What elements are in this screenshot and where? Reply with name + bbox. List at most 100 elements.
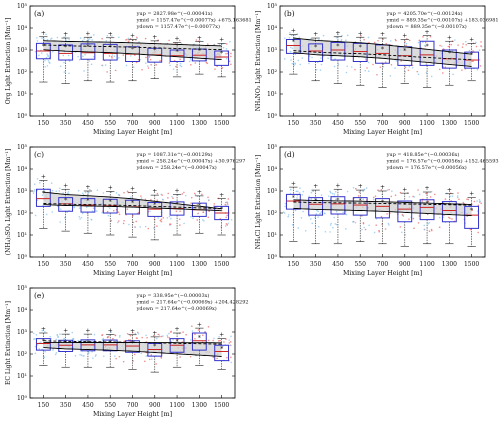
- box-1100: *+: [419, 185, 435, 245]
- y-tick-label: 10³: [267, 47, 278, 54]
- outlier-marker: +: [63, 327, 68, 334]
- scatter-point: [226, 201, 229, 204]
- outlier-marker: +: [41, 174, 46, 181]
- scatter-point: [111, 57, 113, 59]
- scatter-point: [86, 39, 88, 42]
- scatter-point: [179, 58, 181, 61]
- scatter-point: [93, 34, 95, 36]
- scatter-point: [112, 337, 114, 340]
- fit-line-mid: [293, 201, 472, 206]
- box-1300: *+: [191, 189, 207, 234]
- y-axis-label: NH₄NO₃ Light Extinction [Mm⁻¹]: [255, 11, 262, 111]
- scatter-point: [422, 36, 424, 38]
- scatter-point: [166, 336, 169, 338]
- outlier-marker: +: [175, 36, 180, 43]
- scatter-point: [117, 193, 120, 196]
- scatter-point: [399, 226, 402, 228]
- box-mean-marker: *: [64, 45, 67, 52]
- scatter-point: [477, 231, 479, 234]
- scatter-point: [168, 332, 170, 335]
- scatter-point: [102, 192, 105, 194]
- scatter-point: [478, 199, 481, 201]
- outlier-marker: +: [63, 182, 68, 189]
- scatter-point: [294, 63, 297, 65]
- box-body: [214, 50, 230, 66]
- scatter-point: [411, 67, 414, 69]
- box-1100: *+: [169, 36, 185, 78]
- scatter-point: [331, 192, 334, 195]
- box-mean-marker: *: [86, 340, 89, 347]
- scatter-point: [384, 228, 387, 230]
- scatter-point: [457, 192, 459, 194]
- scatter-point: [328, 195, 330, 197]
- scatter-point: [136, 37, 138, 40]
- y-tick-label: 10²: [17, 210, 28, 217]
- scatter-point: [364, 69, 367, 72]
- scatter-point: [145, 355, 148, 357]
- box-1300: *+: [441, 187, 457, 245]
- y-tick-label: 10¹: [267, 232, 277, 239]
- outlier-marker: +: [219, 37, 224, 44]
- x-tick-label: 350: [310, 120, 322, 127]
- outlier-marker: +: [197, 35, 202, 42]
- scatter-point: [462, 43, 464, 45]
- fit-equation: yup = 4205.70e^(−0.00124x): [386, 10, 463, 17]
- box-mean-marker: *: [176, 49, 179, 56]
- box-1500: *+: [464, 37, 480, 82]
- plot-area: *+*+*+*+*+*+*+*+*+: [34, 30, 232, 84]
- scatter-point: [127, 37, 130, 40]
- outlier-marker: +: [358, 30, 363, 37]
- scatter-point: [295, 190, 298, 193]
- scatter-point: [377, 39, 379, 42]
- scatter-point: [324, 230, 327, 233]
- scatter-point: [125, 64, 128, 67]
- scatter-point: [345, 71, 348, 74]
- scatter-point: [361, 228, 363, 231]
- scatter-point: [145, 56, 147, 59]
- scatter-point: [169, 331, 172, 333]
- scatter-point: [423, 44, 426, 47]
- scatter-point: [34, 214, 37, 217]
- x-axis-label: Mixing Layer Height [m]: [93, 411, 172, 418]
- scatter-point: [117, 221, 119, 224]
- box-mean-marker: *: [381, 46, 384, 53]
- scatter-point: [395, 60, 398, 62]
- y-tick-label: 10⁴: [17, 166, 28, 173]
- x-tick-label: 1500: [214, 120, 229, 127]
- scatter-point: [106, 336, 109, 339]
- scatter-point: [472, 50, 474, 52]
- scatter-point: [135, 337, 138, 339]
- scatter-point: [395, 39, 397, 42]
- x-tick-label: 700: [377, 261, 389, 268]
- scatter-point: [394, 67, 396, 69]
- scatter-point: [302, 190, 305, 193]
- scatter-point: [479, 200, 481, 203]
- scatter-point: [310, 191, 313, 194]
- scatter-point: [91, 39, 93, 41]
- box-mean-marker: *: [153, 344, 156, 351]
- scatter-point: [413, 227, 415, 230]
- scatter-point: [363, 188, 366, 191]
- scatter-point: [364, 228, 367, 231]
- box-mean-marker: *: [470, 208, 473, 215]
- scatter-point: [291, 62, 294, 65]
- scatter-point: [166, 217, 169, 219]
- scatter-point: [367, 70, 370, 72]
- box-450: *+: [80, 30, 96, 82]
- scatter-point: [331, 56, 333, 58]
- box-mean-marker: *: [470, 52, 473, 59]
- box-mean-marker: *: [426, 201, 429, 208]
- scatter-point: [96, 189, 99, 191]
- y-axis-label: NH₄Cl Light Extinction [Mm⁻¹]: [255, 155, 262, 249]
- scatter-point: [166, 334, 169, 337]
- scatter-point: [175, 65, 177, 68]
- scatter-point: [44, 59, 46, 62]
- x-tick-label: 1500: [464, 261, 479, 268]
- scatter-point: [471, 209, 474, 212]
- y-tick-label: 10⁵: [17, 3, 28, 10]
- fit-line-down: [43, 204, 222, 212]
- scatter-point: [225, 201, 227, 204]
- scatter-point: [298, 36, 301, 38]
- scatter-point: [122, 360, 125, 363]
- scatter-point: [52, 349, 54, 351]
